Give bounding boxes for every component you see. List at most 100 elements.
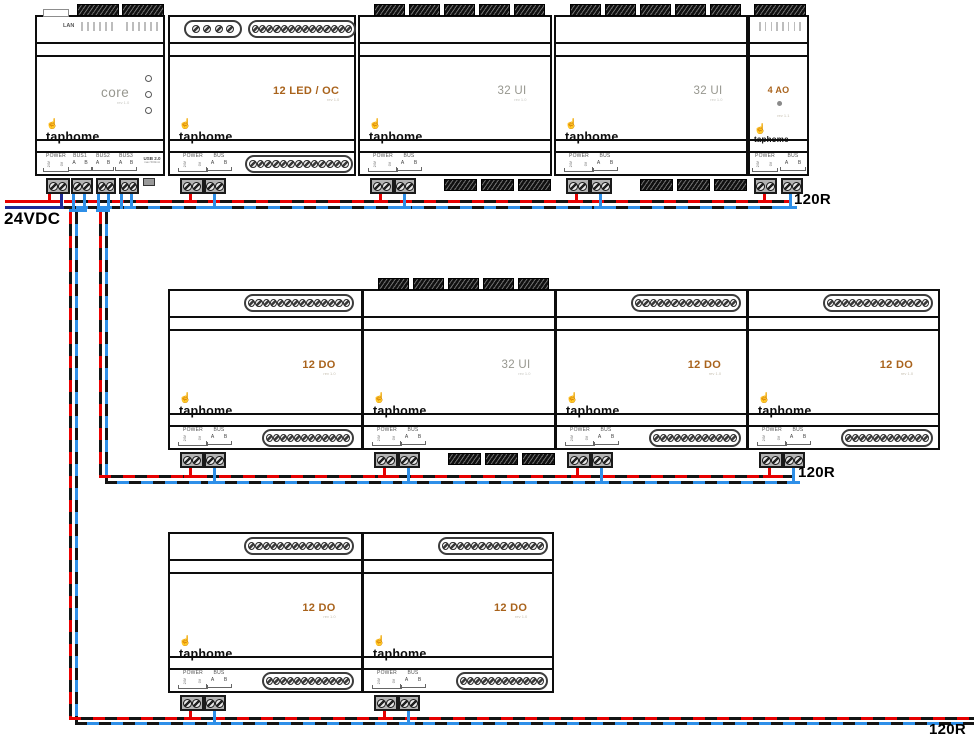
terminal-group: POWER 24V 0V (372, 670, 402, 689)
module-divider (170, 656, 361, 658)
connector-pin-icon (315, 434, 322, 442)
terminal-pin-label: 24V (182, 160, 187, 167)
connector-pin-icon (266, 677, 273, 685)
terminal-name-label: BUS (787, 153, 799, 159)
hand-tap-icon: ☝ (369, 119, 382, 130)
wire-segment (213, 707, 216, 725)
screw-icon (400, 698, 409, 708)
pin-label-mark (776, 22, 778, 31)
connector-pin-icon (269, 542, 278, 550)
screw-terminal-icon (180, 178, 204, 194)
brand-logo: ☝ taphome (566, 393, 620, 418)
connector-pin-icon (536, 542, 544, 550)
connector-pin-icon (492, 542, 501, 550)
connector-pin-icon (343, 434, 350, 442)
hand-tap-icon: ☝ (46, 119, 59, 130)
connector-pin-icon (342, 542, 350, 550)
connector-pin-icon (688, 434, 695, 442)
screw-terminal-icon (204, 695, 226, 711)
screw-terminal-icon (591, 452, 613, 468)
terminal-bracket (178, 684, 208, 689)
terminal-pin-label: A (72, 159, 76, 166)
screw-icon (396, 181, 405, 191)
screw-terminal-icon (71, 178, 93, 194)
terminal-bracket (752, 167, 778, 172)
screw-icon (579, 455, 589, 465)
module-type-label: 12 LED / OC (273, 85, 340, 97)
connector-pin-icon (442, 542, 450, 550)
wire-segment (5, 206, 64, 209)
terminator-label-row3: 120R (929, 721, 967, 738)
lan-label: LAN (63, 23, 75, 29)
terminal-bracket (593, 440, 619, 445)
module-label: 12 LED / OC rev 1.0 (273, 85, 339, 102)
connector-pin-icon (320, 299, 329, 307)
connector-block-icon (570, 4, 601, 16)
module-divider (556, 151, 746, 153)
terminal-pin-label: 24V (46, 160, 51, 167)
screw-icon (106, 181, 114, 191)
module-rev-label: rev 1.0 (518, 371, 531, 376)
module-divider (364, 668, 552, 670)
module-divider (750, 55, 807, 57)
module-divider (750, 151, 807, 153)
terminal-name-label: BUS (403, 153, 415, 159)
connector-strip-icon (248, 20, 356, 38)
connector-pin-icon (649, 299, 657, 307)
connector-pin-icon (474, 677, 481, 685)
status-leds (145, 75, 152, 114)
connector-block-icon (677, 179, 710, 191)
connector-pin-icon (522, 542, 530, 550)
terminal-pin-label: A (95, 159, 100, 166)
connector-pin-icon (269, 299, 278, 307)
screw-icon (192, 698, 202, 708)
connector-pin-icon (284, 299, 292, 307)
terminal-name-label: POWER (183, 670, 203, 676)
connector-pin-icon (841, 299, 849, 307)
connector-block-icon (122, 4, 164, 16)
brand-name: taphome (566, 404, 620, 418)
terminal-group: POWER 24V 0V (565, 427, 595, 446)
wire-segment (792, 464, 795, 484)
connector-strip-icon (823, 294, 933, 312)
usb-label: USB 2.0 max 500mA (137, 156, 167, 165)
terminal-name-label: POWER (377, 427, 397, 433)
terminal-pin-label: A (597, 433, 602, 440)
screw-icon (215, 455, 224, 465)
connector-pin-icon (301, 677, 308, 685)
connector-strip-icon (244, 537, 354, 555)
wire-segment (379, 190, 382, 203)
brand-name: taphome (369, 130, 423, 144)
terminal-bracket (368, 167, 398, 172)
screw-icon (182, 455, 192, 465)
terminal-group: BUS A B (592, 153, 618, 171)
module-label: 32 UI rev 1.0 (694, 85, 723, 102)
module-12led-oc: 12 LED / OC rev 1.0 ☝ taphome POWER 24V 0V BUS A… (168, 15, 356, 194)
connector-pin-icon (635, 299, 643, 307)
connector-pin-icon (873, 434, 880, 442)
terminal-bracket (115, 166, 137, 171)
connector-pin-icon (827, 299, 835, 307)
terminal-name-label: BUS (213, 427, 225, 433)
connector-pin-icon (899, 299, 908, 307)
connector-pin-icon (834, 299, 842, 307)
connector-pin-icon (291, 299, 299, 307)
connector-pin-icon (664, 299, 672, 307)
connector-pin-icon (294, 25, 302, 33)
screw-icon (602, 455, 611, 465)
connector-block-icon (640, 179, 673, 191)
connector-pin-icon (328, 299, 336, 307)
connector-pin-icon (280, 677, 287, 685)
brand-name: taphome (179, 647, 233, 661)
module-12do-4: 12 DO rev 1.0 ☝ taphome POWER 24V 0V BUS A B (168, 532, 363, 711)
module-divider (750, 139, 807, 141)
module-divider (170, 42, 354, 44)
screw-icon (409, 455, 418, 465)
hand-tap-icon: ☝ (754, 124, 767, 135)
module-divider (364, 559, 552, 561)
connector-pin-icon (287, 677, 294, 685)
terminal-pin-label: B (223, 433, 228, 440)
brand-logo: ☝ taphome (179, 636, 233, 661)
wire-segment (378, 475, 391, 478)
